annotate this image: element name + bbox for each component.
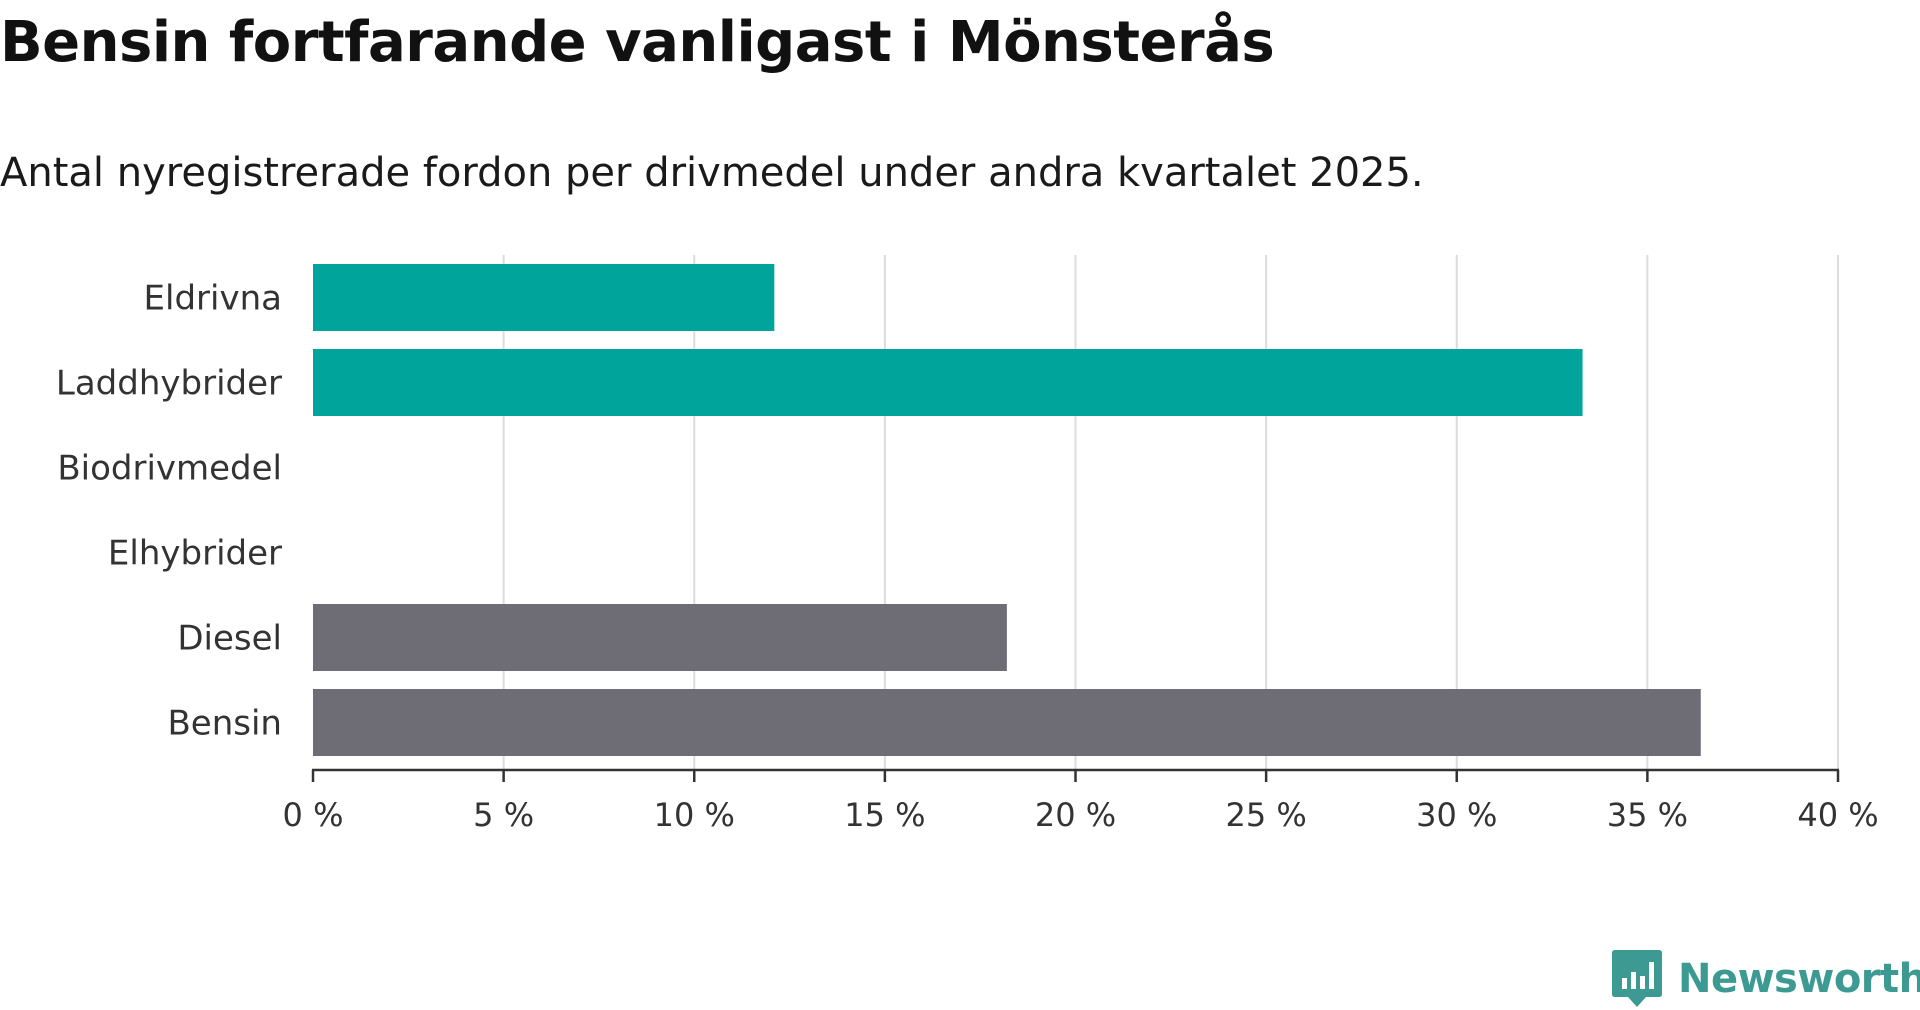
category-labels: Eldrivna Laddhybrider Biodrivmedel Elhybrid… (56, 279, 282, 744)
newsworthy-logo: Newsworthy (1612, 948, 1920, 1010)
x-tick-label: 15 % (844, 796, 925, 834)
chart-subtitle: Antal nyregistrerade fordon per drivmede… (0, 150, 1424, 196)
x-tick-label: 10 % (654, 796, 735, 834)
category-label: Bensin (167, 704, 282, 744)
x-tick-label: 30 % (1416, 796, 1497, 834)
x-axis: 0 % 5 % 10 % 15 % 20 % 25 % 30 % 35 % 40 % (283, 768, 1879, 834)
brand-name: Newsworthy (1678, 956, 1920, 1002)
x-tick-label: 35 % (1607, 796, 1688, 834)
grid-lines (502, 255, 1839, 770)
x-tick-label: 20 % (1035, 796, 1116, 834)
category-label: Elhybrider (108, 534, 282, 574)
bar-diesel (313, 604, 1007, 671)
x-tick-label: 25 % (1225, 796, 1306, 834)
bars (313, 264, 1701, 756)
bar-eldrivna (313, 264, 775, 331)
bar-laddhybrider (313, 349, 1583, 416)
category-label: Laddhybrider (56, 364, 282, 404)
x-tick-label: 0 % (283, 796, 344, 834)
category-label: Diesel (177, 619, 282, 659)
bar-bensin (313, 689, 1701, 756)
category-label: Biodrivmedel (57, 449, 282, 489)
bar-chart-icon (1612, 950, 1662, 1007)
x-tick-label: 40 % (1797, 796, 1878, 834)
category-label: Eldrivna (144, 279, 282, 319)
chart-title: Bensin fortfarande vanligast i Mönsterås (0, 10, 1275, 75)
x-tick-label: 5 % (473, 796, 534, 834)
